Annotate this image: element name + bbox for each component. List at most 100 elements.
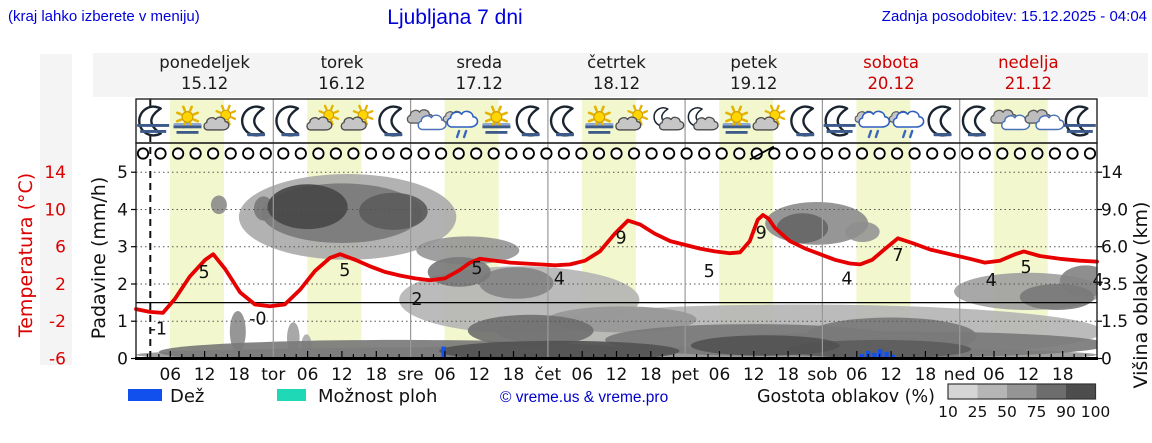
svg-text:4: 4 xyxy=(986,271,997,291)
svg-text:12: 12 xyxy=(1018,365,1040,385)
svg-text:6: 6 xyxy=(55,238,66,258)
weather-icon-moon xyxy=(549,105,574,137)
weather-icon-sun-cloud xyxy=(752,104,786,131)
weather-icon-clouds xyxy=(1024,109,1065,131)
last-update: Zadnja posodobitev: 15.12.2025 - 04:04 xyxy=(881,8,1147,25)
day-header-sreda: sreda 17.12 xyxy=(409,52,549,94)
svg-text:pet: pet xyxy=(671,365,699,385)
svg-text:3.5: 3.5 xyxy=(1101,275,1128,295)
svg-text:9.0: 9.0 xyxy=(1101,201,1128,221)
svg-text:14: 14 xyxy=(44,163,66,183)
svg-text:06: 06 xyxy=(709,365,731,385)
weather-icon-sun-fog xyxy=(173,105,202,134)
weather-icon-sun-fog xyxy=(722,105,751,134)
svg-text:50: 50 xyxy=(997,403,1017,421)
weather-icon-moon xyxy=(275,105,300,137)
weather-icon-sun-cloud xyxy=(340,104,374,131)
svg-text:1.5: 1.5 xyxy=(1101,312,1128,332)
svg-text:čet: čet xyxy=(535,365,562,385)
svg-text:sob: sob xyxy=(807,365,837,385)
svg-text:-0: -0 xyxy=(249,309,266,329)
temperature-labels: -1 5 -0 5 2 5 4 9 5 9 4 7 4 5 4 xyxy=(150,224,1104,340)
svg-text:06: 06 xyxy=(571,365,593,385)
weather-icon-moon-fog xyxy=(823,105,856,137)
day-name: petek xyxy=(730,53,778,72)
weather-icon-moon-fog xyxy=(137,105,170,137)
svg-text:0: 0 xyxy=(1101,350,1112,370)
svg-text:12: 12 xyxy=(743,365,765,385)
weather-icon-moon-fog xyxy=(1063,105,1096,137)
day-name: ponedeljek xyxy=(159,53,250,72)
svg-text:06: 06 xyxy=(159,365,181,385)
plot-borders xyxy=(131,98,1102,360)
svg-text:12: 12 xyxy=(606,365,628,385)
svg-text:18: 18 xyxy=(1052,365,1074,385)
day-header-petek: petek 19.12 xyxy=(684,52,824,94)
weather-icon-clouds xyxy=(406,109,447,131)
day-date: 15.12 xyxy=(181,74,229,94)
weather-icon-moon xyxy=(378,105,403,137)
weather-icon-moon-cloud xyxy=(653,107,685,131)
temp-tick-labels: 14 10 6 2 -2 -6 xyxy=(44,163,66,369)
day-date: 17.12 xyxy=(455,74,503,94)
weather-icon-clouds xyxy=(990,109,1031,131)
precip-tick-labels: 5 4 3 2 1 0 xyxy=(117,163,128,369)
day-name: četrtek xyxy=(587,53,646,72)
weather-icon-moon xyxy=(790,105,815,137)
svg-text:14: 14 xyxy=(1101,163,1123,183)
svg-text:-6: -6 xyxy=(49,350,66,370)
day-header-torek: torek 16.12 xyxy=(272,52,412,94)
svg-text:75: 75 xyxy=(1027,403,1047,421)
weather-icon-sun-fog xyxy=(482,105,511,134)
svg-text:2: 2 xyxy=(55,275,66,295)
weather-icon-moon xyxy=(927,105,952,137)
day-date: 20.12 xyxy=(867,74,915,94)
svg-text:06: 06 xyxy=(434,365,456,385)
svg-text:5: 5 xyxy=(1021,258,1032,278)
svg-text:18: 18 xyxy=(640,365,662,385)
weather-icon-sun-cloud xyxy=(203,104,237,131)
rain-legend-label: Dež xyxy=(170,386,205,407)
left-axis-panel xyxy=(40,54,72,365)
svg-text:ned: ned xyxy=(944,365,976,385)
svg-text:1: 1 xyxy=(117,312,128,332)
svg-text:18: 18 xyxy=(503,365,525,385)
svg-text:4: 4 xyxy=(841,269,852,289)
weather-icons-row xyxy=(137,104,1096,139)
weather-icon-sun-fog xyxy=(585,105,614,134)
weather-icon-moon xyxy=(961,105,986,137)
page-title: Ljubljana 7 dni xyxy=(387,6,523,29)
svg-text:5: 5 xyxy=(199,263,210,283)
svg-text:9: 9 xyxy=(616,228,627,248)
showers-legend-label: Možnost ploh xyxy=(318,386,438,407)
svg-text:06: 06 xyxy=(846,365,868,385)
weather-icon-cloud-showers xyxy=(854,110,891,139)
copyright-link[interactable]: © vreme.us & vreme.pro xyxy=(500,389,669,406)
weather-icon-moon xyxy=(515,105,540,137)
day-date: 21.12 xyxy=(1004,74,1052,94)
day-header-ponedeljek: ponedeljek 15.12 xyxy=(135,52,275,94)
svg-text:5: 5 xyxy=(704,262,715,282)
svg-text:0: 0 xyxy=(117,350,128,370)
svg-text:2: 2 xyxy=(117,275,128,295)
svg-text:5: 5 xyxy=(471,259,482,279)
svg-text:12: 12 xyxy=(331,365,353,385)
svg-text:7: 7 xyxy=(892,246,903,266)
weather-icon-moon-cloud xyxy=(687,107,719,131)
svg-text:9: 9 xyxy=(756,224,767,244)
weather-icon-cloud-showers xyxy=(442,110,479,139)
svg-text:18: 18 xyxy=(915,365,937,385)
moon-phase-marker xyxy=(749,145,775,161)
weather-icon-moon xyxy=(241,105,266,137)
cloud-tick-labels: 14 9.0 6.0 3.5 1.5 0 xyxy=(1101,163,1128,369)
day-date: 18.12 xyxy=(592,74,641,94)
temperature-curve xyxy=(134,213,1099,315)
day-name: torek xyxy=(320,53,364,72)
day-header-četrtek: četrtek 18.12 xyxy=(547,52,687,94)
weather-icon-cloud-showers xyxy=(888,110,925,139)
day-header-nedelja: nedelja 21.12 xyxy=(958,52,1098,94)
svg-text:18: 18 xyxy=(365,365,387,385)
rain-legend-swatch xyxy=(128,389,162,401)
